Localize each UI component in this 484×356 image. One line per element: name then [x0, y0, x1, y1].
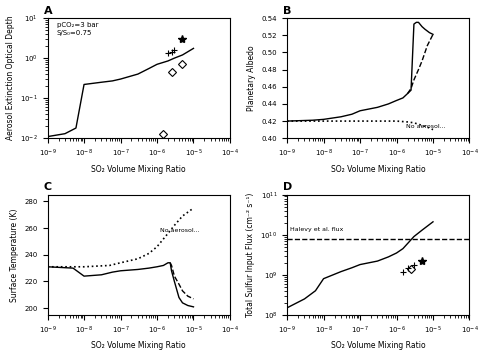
Text: pCO₂=3 bar
S/S₀=0.75: pCO₂=3 bar S/S₀=0.75 [57, 22, 98, 36]
Text: B: B [284, 6, 292, 16]
Text: D: D [284, 182, 293, 192]
X-axis label: SO₂ Volume Mixing Ratio: SO₂ Volume Mixing Ratio [91, 341, 186, 350]
Text: Halevy et al. flux: Halevy et al. flux [290, 226, 343, 231]
Text: C: C [44, 182, 52, 192]
Y-axis label: Planetary Albedo: Planetary Albedo [247, 45, 256, 111]
Text: No aerosol...: No aerosol... [160, 228, 199, 233]
X-axis label: SO₂ Volume Mixing Ratio: SO₂ Volume Mixing Ratio [91, 165, 186, 174]
X-axis label: SO₂ Volume Mixing Ratio: SO₂ Volume Mixing Ratio [331, 341, 425, 350]
Y-axis label: Surface Temperature (K): Surface Temperature (K) [10, 208, 19, 302]
Text: A: A [44, 6, 53, 16]
Y-axis label: Aerosol Extinction Optical Depth: Aerosol Extinction Optical Depth [5, 16, 15, 141]
Y-axis label: Total Sulfur Input Flux (cm⁻² s⁻¹): Total Sulfur Input Flux (cm⁻² s⁻¹) [246, 193, 255, 317]
Text: No aerosol...: No aerosol... [406, 124, 445, 129]
X-axis label: SO₂ Volume Mixing Ratio: SO₂ Volume Mixing Ratio [331, 165, 425, 174]
